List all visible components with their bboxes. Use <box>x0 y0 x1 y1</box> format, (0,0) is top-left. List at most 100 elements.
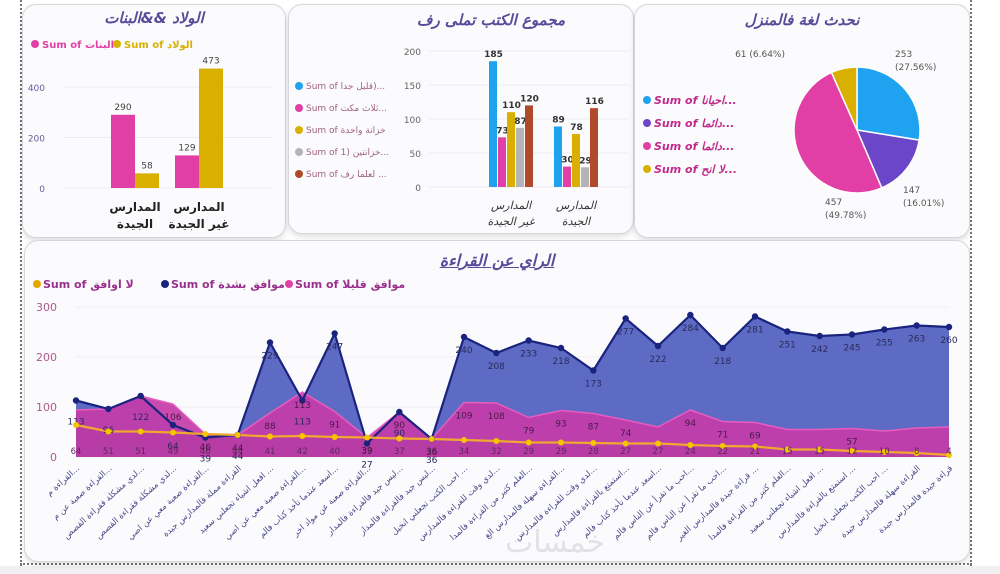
legend-item[interactable]: Sum of موافق قليلا <box>285 278 405 291</box>
data-label: 36 <box>426 447 437 457</box>
gender-bar-chart[interactable]: Sum of البنات Sum of الولاد020040029058ال… <box>23 5 285 237</box>
legend-item[interactable]: Sum of دائما... <box>643 117 735 130</box>
data-point[interactable] <box>622 440 629 447</box>
legend-item[interactable]: Sum of لعلما رف ... <box>295 170 387 180</box>
data-point[interactable] <box>525 439 532 446</box>
data-point[interactable] <box>752 443 758 450</box>
data-point[interactable] <box>72 397 80 404</box>
legend-item[interactable]: Sum of خزانتين (1... <box>295 148 389 158</box>
legend-item[interactable]: Sum of لا اوافق <box>33 278 134 291</box>
bar[interactable] <box>563 166 571 187</box>
data-point[interactable] <box>622 315 629 322</box>
data-point[interactable] <box>913 322 920 329</box>
bar[interactable] <box>554 126 562 187</box>
data-point[interactable] <box>331 434 338 440</box>
bar[interactable] <box>581 167 589 187</box>
bar[interactable] <box>111 114 135 188</box>
books-chart-panel[interactable]: مجموع الكتب تملى رف 0 50 100 150 200 Sum of ق… <box>288 4 634 234</box>
data-point[interactable] <box>525 337 532 344</box>
data-point[interactable] <box>137 392 144 400</box>
bar[interactable] <box>525 105 533 187</box>
data-point[interactable] <box>105 428 112 435</box>
data-point[interactable] <box>202 431 209 437</box>
data-point[interactable] <box>784 446 791 453</box>
legend-item[interactable]: Sum of قليل جدا)... <box>295 82 385 92</box>
data-point[interactable] <box>363 440 371 447</box>
bar[interactable] <box>199 68 223 188</box>
data-point[interactable] <box>816 446 823 453</box>
data-point[interactable] <box>299 397 306 404</box>
bar[interactable] <box>516 127 524 187</box>
data-point[interactable] <box>913 450 920 456</box>
legend-item[interactable]: Sum of احيانا... <box>643 94 737 107</box>
data-point[interactable] <box>816 332 823 340</box>
data-point[interactable] <box>946 452 952 458</box>
data-label: 49 <box>168 447 179 457</box>
data-point[interactable] <box>267 433 273 440</box>
opinion-chart-panel[interactable]: الراي عن القراءة Sum of لا اوافق Sum of م… <box>24 240 970 562</box>
legend-item[interactable]: Sum of لا انح... <box>643 163 737 176</box>
legend-item[interactable]: Sum of دائما... <box>643 140 735 153</box>
legend-item[interactable]: Sum of الولاد <box>113 40 193 51</box>
data-point[interactable] <box>493 438 500 444</box>
legend-item[interactable]: Sum of ثلاث مكت... <box>295 104 387 114</box>
pie-slice[interactable] <box>856 66 921 141</box>
bar[interactable] <box>175 155 199 188</box>
data-point[interactable] <box>105 405 112 413</box>
opinion-area-chart[interactable]: Sum of لا اوافق Sum of موافق بشدة Sum of م… <box>25 241 969 561</box>
data-point[interactable] <box>751 313 759 320</box>
data-point[interactable] <box>299 433 306 439</box>
bar[interactable] <box>135 173 159 188</box>
data-point[interactable] <box>234 432 241 438</box>
data-point[interactable] <box>590 367 597 374</box>
data-point[interactable] <box>460 333 468 341</box>
data-point[interactable] <box>266 339 274 346</box>
data-point[interactable] <box>558 439 564 446</box>
legend-item[interactable]: Sum of البنات <box>31 40 114 51</box>
data-point[interactable] <box>945 323 953 331</box>
data-point[interactable] <box>331 330 338 337</box>
data-point[interactable] <box>557 344 565 352</box>
gender-chart-panel[interactable]: الولاد &&البنات Sum of البنات Sum of الول… <box>22 4 286 238</box>
data-point[interactable] <box>137 428 144 435</box>
bar[interactable] <box>498 137 506 187</box>
language-chart-panel[interactable]: نحدث لغة فالمنزل 253 (27.56%) 147 (16.01%) 4… <box>634 4 970 238</box>
data-point[interactable] <box>493 349 500 357</box>
legend-dot-icon <box>295 126 303 134</box>
data-point[interactable] <box>881 449 888 455</box>
data-point[interactable] <box>881 326 888 333</box>
bar[interactable] <box>590 108 598 187</box>
pie-slice[interactable] <box>830 66 858 131</box>
data-label: 51 <box>103 447 114 457</box>
legend-item[interactable]: Sum of خزانة واحدة <box>295 126 386 136</box>
data-point[interactable] <box>396 408 403 416</box>
bar[interactable] <box>489 61 497 188</box>
data-point[interactable] <box>73 422 79 428</box>
data-point[interactable] <box>461 437 467 443</box>
legend-dot-icon <box>643 142 651 150</box>
language-pie-chart[interactable]: 253 (27.56%) 147 (16.01%) 457 (49.78%) 61 (6.6… <box>635 5 969 237</box>
legend-dot-icon <box>31 40 39 48</box>
data-point[interactable] <box>784 328 791 335</box>
data-point[interactable] <box>719 443 726 449</box>
data-point[interactable] <box>687 442 694 448</box>
data-point[interactable] <box>364 434 370 441</box>
pie-slice[interactable] <box>793 71 883 194</box>
data-point[interactable] <box>169 421 177 429</box>
books-bar-chart[interactable]: 0 50 100 150 200 Sum of قليل جدا)... Sum of ثل… <box>289 5 633 233</box>
x-category-label: المدارس <box>556 199 598 212</box>
data-point[interactable] <box>654 342 662 350</box>
pie-slice[interactable] <box>855 129 921 189</box>
data-point[interactable] <box>428 436 435 442</box>
data-point[interactable] <box>719 344 726 352</box>
legend-item[interactable]: Sum of موافق بشدة <box>161 278 285 291</box>
data-point[interactable] <box>848 331 856 338</box>
data-point[interactable] <box>655 440 661 447</box>
bar[interactable] <box>572 133 580 187</box>
data-point[interactable] <box>170 429 176 436</box>
bar[interactable] <box>507 112 515 187</box>
data-point[interactable] <box>396 435 403 442</box>
data-point[interactable] <box>687 311 694 319</box>
data-point[interactable] <box>849 448 855 454</box>
data-point[interactable] <box>590 440 597 446</box>
